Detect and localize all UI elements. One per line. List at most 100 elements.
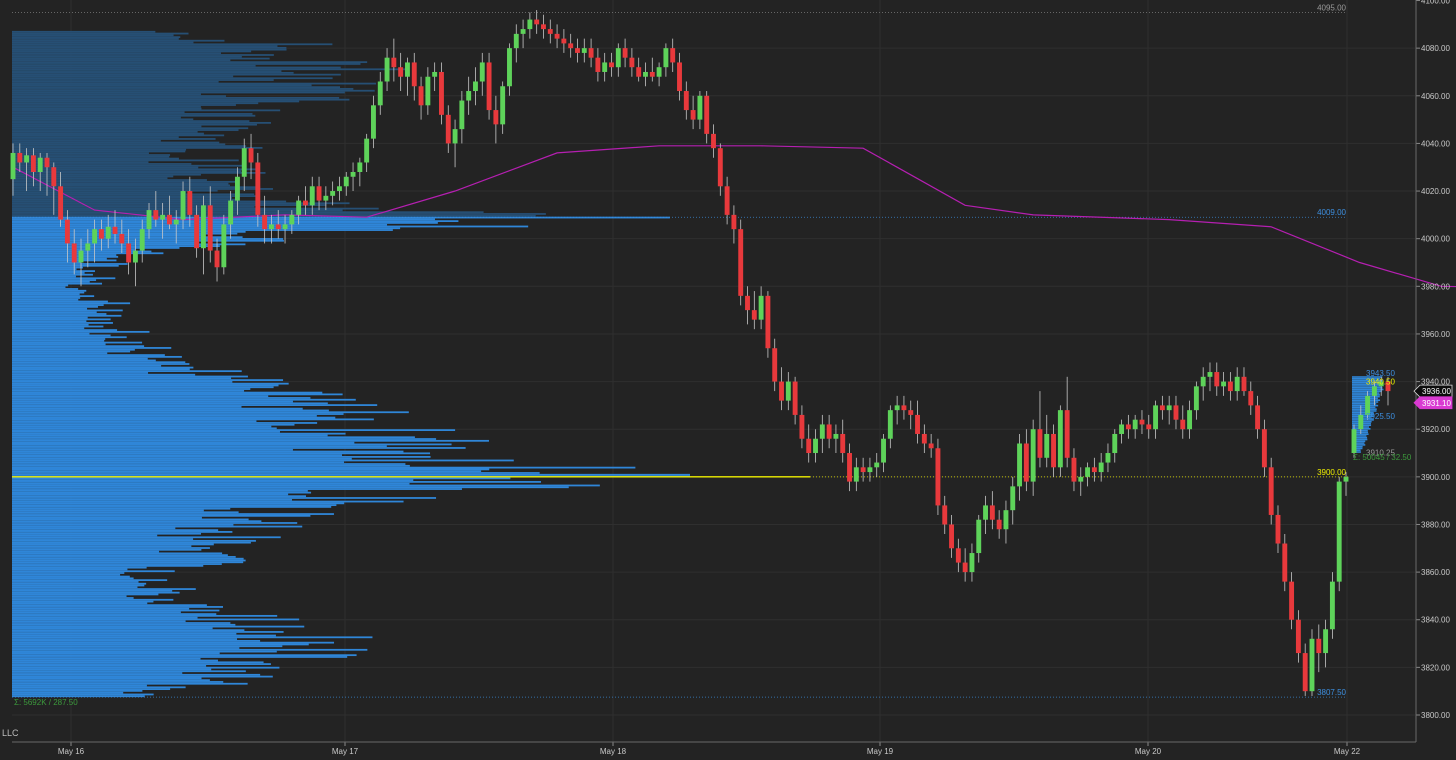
profile-bar — [12, 195, 259, 198]
candle-up — [1057, 410, 1063, 468]
profile-bar — [12, 439, 489, 442]
profile-bar — [12, 384, 279, 387]
profile-bar — [12, 593, 159, 596]
candle-up — [371, 105, 376, 139]
profile-bar — [12, 247, 180, 249]
candle-down — [921, 433, 927, 444]
session-profile-bar — [1352, 436, 1368, 439]
profile-bar — [12, 563, 222, 565]
candle-down — [1146, 424, 1152, 430]
profile-bar — [12, 629, 245, 632]
session-profile-bar — [1352, 431, 1369, 434]
profile-bar — [12, 641, 335, 644]
candle-up — [602, 62, 608, 72]
profile-bar — [12, 506, 332, 508]
profile-bar — [12, 232, 238, 235]
time-axis[interactable]: May 16 May 17 May 18 May 19 May 20 May 22 — [12, 741, 1416, 756]
profile-bar — [12, 425, 272, 428]
candle-down — [71, 243, 77, 263]
profile-bar — [12, 491, 312, 494]
x-tick-label: May 18 — [600, 747, 627, 756]
profile-bar — [12, 68, 407, 71]
y-tick-label: 4020.00 — [1421, 187, 1450, 196]
profile-bar — [12, 109, 281, 112]
profile-bar — [12, 639, 261, 642]
candle-up — [132, 250, 138, 263]
profile-bar — [12, 300, 108, 303]
profile-bar — [12, 159, 239, 162]
profile-bar — [12, 352, 108, 355]
candle-down — [126, 243, 132, 263]
profile-bar — [12, 377, 232, 380]
profile-bar — [12, 38, 179, 40]
candle-up — [357, 162, 363, 172]
price-marker-label: 3936.00 — [1422, 387, 1451, 396]
profile-bar — [12, 564, 204, 567]
session-profile-bar — [1352, 390, 1382, 393]
candle-down — [690, 110, 696, 120]
x-tick-label: May 17 — [332, 747, 359, 756]
profile-bar — [12, 284, 69, 287]
profile-bar — [12, 606, 224, 608]
profile-bar — [12, 372, 149, 374]
profile-bar — [12, 259, 117, 262]
candle-up — [221, 224, 227, 268]
level-label: 4095.00 — [1317, 3, 1346, 12]
price-axis[interactable]: 3800.00 3820.00 3840.00 3860.00 3880.00 3900.… — [1413, 0, 1453, 742]
profile-bar — [12, 634, 276, 637]
profile-bar — [12, 339, 105, 342]
profile-bar — [12, 309, 123, 312]
x-tick-label: May 20 — [1135, 747, 1162, 756]
profile-bar — [12, 138, 216, 140]
profile-bar — [12, 620, 186, 623]
candle-up — [234, 176, 240, 201]
profile-bar — [12, 311, 97, 314]
profile-bar — [12, 404, 378, 406]
candle-up — [1098, 462, 1104, 473]
profile-bar — [12, 413, 344, 415]
volume-label-main: Σ: 5692K / 287.50 — [14, 698, 78, 707]
profile-bar — [12, 286, 66, 289]
profile-bar — [12, 600, 154, 603]
profile-bar — [12, 43, 333, 46]
candle-down — [51, 167, 57, 187]
candle-up — [976, 519, 982, 554]
profile-bar — [12, 330, 150, 333]
profile-bar — [12, 409, 329, 412]
profile-bar — [12, 209, 343, 212]
candle-up — [139, 229, 145, 251]
profile-bar — [12, 650, 277, 653]
profile-bar — [12, 430, 280, 433]
candle-down — [731, 214, 737, 230]
profile-bar — [12, 77, 333, 80]
session-profile-bar — [1352, 444, 1366, 446]
moving-average — [12, 145, 1456, 288]
profile-bar — [12, 139, 161, 142]
profile-bar — [12, 420, 257, 423]
candle-down — [255, 162, 261, 215]
profile-bar — [12, 672, 183, 674]
profile-bar — [12, 447, 466, 449]
profile-bar — [12, 73, 341, 76]
profile-bar — [12, 518, 249, 521]
profile-bar — [12, 291, 85, 294]
candle-up — [228, 200, 234, 225]
candle-down — [826, 424, 832, 439]
profile-bar — [12, 193, 255, 196]
volume-profile — [12, 30, 690, 698]
profile-bar — [12, 113, 253, 115]
profile-bar — [12, 547, 210, 549]
profile-bar — [12, 405, 242, 408]
candle-down — [44, 157, 50, 168]
profile-bar — [12, 318, 111, 321]
profile-bar — [12, 479, 414, 482]
profile-bar — [12, 179, 207, 181]
profile-bar — [12, 166, 199, 169]
profile-bar — [12, 366, 194, 369]
profile-bar — [12, 511, 239, 514]
profile-bar — [12, 382, 289, 385]
candle-down — [1159, 405, 1165, 411]
candle-up — [459, 100, 465, 130]
x-tick-label: May 16 — [58, 747, 85, 756]
